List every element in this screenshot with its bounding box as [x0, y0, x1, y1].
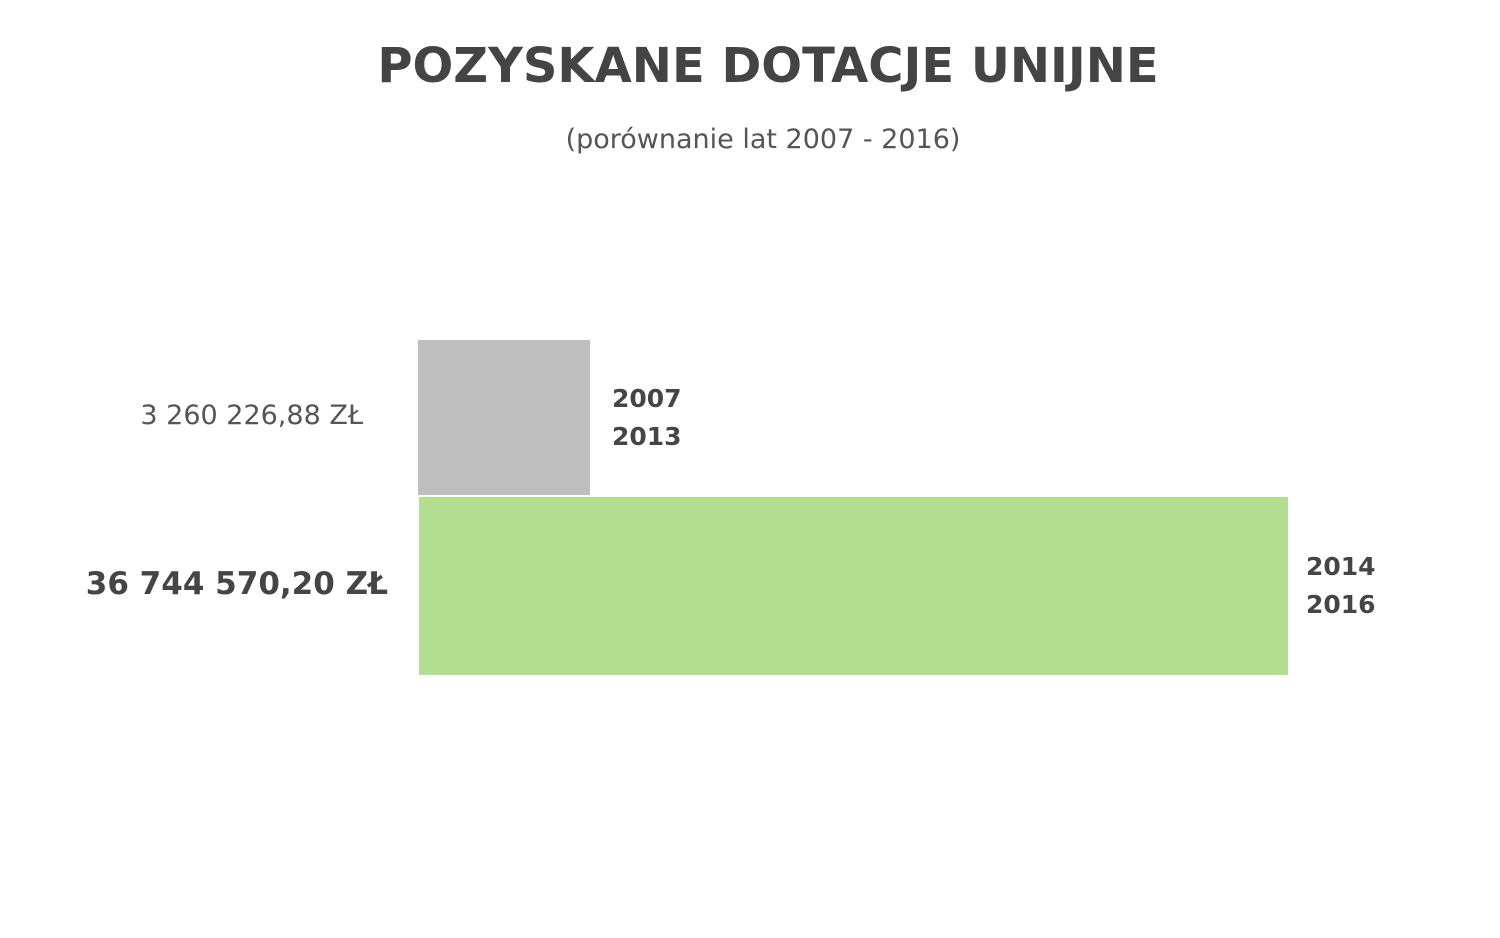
- chart-title: POZYSKANE DOTACJE UNIJNE: [377, 38, 1159, 94]
- period-start: 2007: [612, 384, 682, 413]
- value-label-2014-2016: 36 744 570,20 ZŁ: [85, 566, 388, 602]
- chart-subtitle: (porównanie lat 2007 - 2016): [565, 124, 961, 155]
- period-label-2014-2016: 2014 2016: [1306, 548, 1376, 624]
- bar-2014-2016: [419, 497, 1288, 675]
- period-start: 2014: [1306, 552, 1376, 581]
- bar-2007-2013: [418, 340, 590, 495]
- value-label-2007-2013: 3 260 226,88 ZŁ: [140, 400, 363, 431]
- period-end: 2016: [1306, 590, 1376, 619]
- period-end: 2013: [612, 422, 682, 451]
- period-label-2007-2013: 2007 2013: [612, 380, 682, 456]
